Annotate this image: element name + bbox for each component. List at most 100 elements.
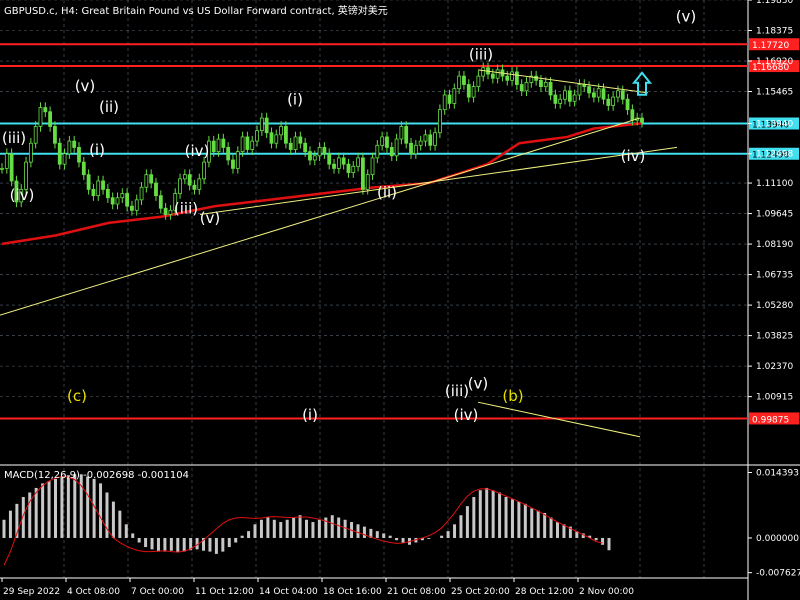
candle-body (630, 109, 635, 121)
candle-body (226, 147, 231, 161)
time-tick-label: 14 Oct 04:00 (259, 587, 318, 597)
candle-body (322, 147, 327, 155)
candle-body (14, 180, 19, 203)
candle-body (293, 136, 298, 150)
candle-body (558, 98, 563, 104)
candle-body (235, 151, 240, 169)
candle-body (240, 136, 245, 153)
price-tick-label: 1.12498 (756, 150, 793, 160)
candle-body (120, 193, 125, 199)
candle-body (168, 209, 173, 215)
price-tick-label: 1.02370 (756, 362, 793, 372)
candle-body (510, 71, 514, 81)
candle-body (587, 86, 591, 94)
wave-label: (iii) (174, 199, 198, 217)
candle-body (548, 82, 553, 96)
candle-body (303, 142, 308, 153)
candle-body (255, 130, 259, 142)
candle-body (442, 94, 447, 111)
time-tick-label: 11 Oct 12:00 (195, 587, 254, 597)
candle-body (462, 75, 466, 85)
candle-body (466, 84, 471, 98)
candle-body (312, 155, 317, 161)
candle-body (149, 174, 154, 184)
candle-body (178, 178, 182, 194)
candle-body (197, 178, 202, 190)
level-label-0.99875: 0.99875 (752, 415, 789, 425)
time-tick-label: 28 Oct 12:00 (515, 587, 574, 597)
wave-label: (i) (302, 406, 318, 424)
candle-body (134, 199, 139, 211)
candle-body (365, 174, 370, 190)
candle-body (81, 161, 86, 176)
candle-body (43, 107, 48, 113)
candle-body (245, 136, 250, 150)
level-tag-1.13940 (749, 117, 799, 130)
time-tick-label: 18 Oct 16:00 (323, 587, 382, 597)
candle-body (96, 180, 101, 197)
up-arrow-icon (631, 71, 653, 96)
moving-average (1, 122, 643, 246)
wave-label: (c) (67, 387, 87, 405)
trend-line-1 (199, 146, 678, 216)
candle-body (519, 84, 524, 92)
wave-label: (b) (502, 387, 523, 405)
candle-body (154, 182, 158, 197)
candle-body (327, 153, 332, 165)
time-tick-label: 2 Nov 00:00 (579, 587, 634, 597)
price-tick-label: 1.16920 (756, 57, 793, 67)
price-tick-label: 1.11100 (756, 179, 793, 189)
level-label-1.17720: 1.17720 (752, 41, 789, 51)
candle-body (279, 126, 283, 136)
candle-body (163, 207, 168, 215)
candle-body (221, 138, 226, 148)
candle-body (543, 82, 548, 88)
candle-body (284, 126, 288, 144)
level-label-1.13940: 1.13940 (752, 121, 789, 131)
price-tick-label: 1.03825 (756, 332, 793, 342)
trend-line-3 (477, 401, 641, 438)
candle-body (86, 174, 91, 190)
candle-body (567, 90, 572, 102)
candle-body (62, 153, 67, 165)
candle-body (264, 117, 269, 134)
level-tag-1.17720 (749, 38, 799, 51)
candle-body (380, 136, 385, 146)
candle-body (48, 111, 53, 127)
wave-label: (i) (287, 90, 303, 108)
wave-label: (v) (75, 77, 96, 95)
candle-body (413, 144, 418, 155)
candle-body (269, 132, 274, 144)
price-tick-label: 1.06735 (756, 271, 793, 281)
candle-body (192, 184, 197, 190)
candle-body (346, 163, 351, 173)
candle-body (53, 126, 57, 144)
candle-body (481, 67, 486, 77)
level-label-1.12498: 1.12498 (752, 151, 789, 161)
candle-body (471, 86, 476, 98)
candle-body (173, 193, 178, 211)
candle-body (139, 186, 144, 201)
candle-body (563, 90, 567, 100)
macd-tick-label: -0.007627 (756, 569, 800, 579)
price-tick-label: 1.00915 (756, 393, 793, 403)
candle-body (577, 84, 582, 96)
macd-tick-label: 0.014393 (756, 468, 799, 478)
candle-body (385, 136, 389, 148)
candle-body (490, 73, 495, 79)
candle-body (130, 205, 134, 211)
candle-body (187, 174, 192, 186)
macd-signal-line (3, 476, 603, 566)
trend-lines (0, 69, 678, 438)
candle-body (476, 75, 481, 88)
candle-body (361, 157, 365, 190)
level-tag-1.12498 (749, 147, 799, 160)
price-tick-label: 1.13940 (756, 120, 793, 130)
candle-body (105, 188, 110, 199)
candle-body (33, 126, 38, 144)
wave-label: (iii) (469, 45, 493, 63)
candle-body (259, 117, 264, 132)
wave-label: (ii) (99, 98, 119, 116)
